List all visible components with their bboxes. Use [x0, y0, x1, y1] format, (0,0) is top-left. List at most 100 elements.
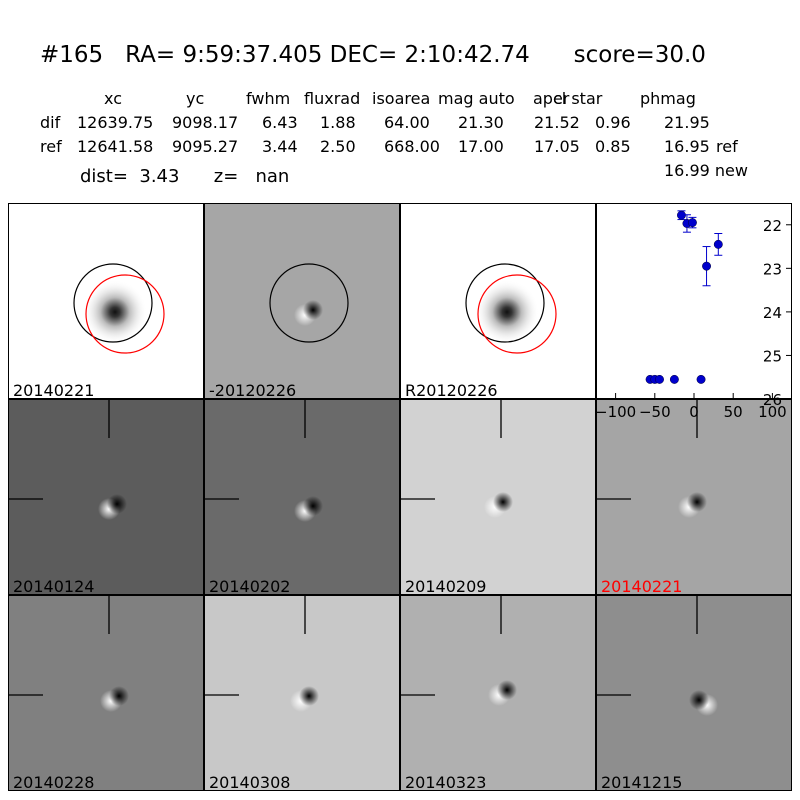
x-tick-label: −50: [639, 403, 671, 421]
data-point: [696, 374, 706, 384]
stamp-panel-image: [401, 400, 513, 518]
dipole-negative: [497, 680, 517, 700]
dipole-negative: [299, 686, 319, 706]
cutout-panel: -20120226: [204, 203, 400, 399]
stamp-panel-image: [9, 400, 127, 520]
row-value: 9095.27: [172, 137, 239, 156]
x-tick-label: 0: [689, 403, 699, 421]
row-value: 0.96: [595, 113, 631, 132]
stamp-panel: 20140202: [204, 399, 400, 595]
dipole-negative: [107, 494, 127, 514]
stamp-panel-image: [401, 596, 517, 706]
panel-date-label: 20140202: [209, 577, 291, 595]
row-value: 17.00: [458, 137, 504, 156]
column-header: yc: [186, 89, 205, 108]
dist-z-line: dist= 3.43 z= nan: [80, 166, 290, 187]
stamp-panel: 20140228: [8, 595, 204, 791]
dipole-negative: [109, 686, 129, 706]
dipole-negative: [303, 300, 323, 320]
row-value: 668.00: [384, 137, 440, 156]
light-curve-chart: 22 23 24 25 26 −100 −50 0 50 100: [595, 203, 792, 421]
panel-date-label: R20120226: [405, 381, 498, 399]
column-header: mag auto: [438, 89, 515, 108]
dipole-negative: [687, 492, 707, 512]
panel-date-label: 20141215: [601, 773, 683, 791]
aperture-circle: [465, 263, 545, 343]
dipole-negative: [493, 492, 513, 512]
panel-date-label: 20140228: [13, 773, 95, 791]
stamp-panel: 20140308: [204, 595, 400, 791]
stamp-panel: 20140221: [596, 399, 792, 595]
y-tick-label: 22: [763, 217, 782, 235]
row-value: 6.43: [262, 113, 298, 132]
row-value: 17.05: [534, 137, 580, 156]
row-value: 12639.75: [77, 113, 154, 132]
data-point: [687, 218, 697, 228]
y-tick-label: 23: [763, 260, 782, 278]
panel-date-label: 20140221: [601, 577, 683, 595]
row-value: 21.52: [534, 113, 580, 132]
dipole-negative: [303, 496, 323, 516]
stamp-panel: 20141215: [596, 595, 792, 791]
cutout-panel-image: [73, 263, 165, 354]
data-point: [655, 374, 664, 384]
cutout-panel-image: [465, 263, 557, 354]
data-point: [702, 261, 711, 271]
row-value: 64.00: [384, 113, 430, 132]
new-mag: 16.99 new: [664, 161, 748, 180]
panel-date-label: 20140124: [13, 577, 95, 595]
row-value: 2.50: [320, 137, 356, 156]
panel-date-label: 20140209: [405, 577, 487, 595]
data-point: [713, 239, 723, 249]
stamp-panel: 20140323: [400, 595, 596, 791]
aperture-circle: [269, 263, 349, 343]
row-label: dif: [40, 113, 61, 132]
column-header: fluxrad: [304, 89, 361, 108]
chart-frame: [596, 203, 792, 399]
row-value: 12641.58: [77, 137, 154, 156]
row-value: 21.30: [458, 113, 504, 132]
cutout-panel: 20140221: [8, 203, 204, 399]
x-tick-label: 50: [724, 403, 743, 421]
row-value: 16.95: [664, 137, 710, 156]
star-blob: [475, 280, 539, 344]
aperture-circle: [73, 263, 153, 343]
stamp-panel: 20140209: [400, 399, 596, 595]
x-tick-label: −100: [596, 403, 636, 421]
panel-date-label: 20140308: [209, 773, 291, 791]
light-curve-svg: 22 23 24 25 26 −100 −50 0 50 100: [595, 203, 792, 421]
stamp-panel-image: [9, 596, 129, 712]
row-value: 0.85: [595, 137, 631, 156]
stamp-panel-image: [205, 596, 319, 712]
y-tick-label: 25: [763, 347, 782, 365]
star-blob: [83, 280, 147, 344]
reference-circle: [477, 274, 557, 354]
reference-circle: [85, 274, 165, 354]
column-header: phmag: [640, 89, 696, 108]
stamp-panel-image: [597, 596, 718, 716]
stamp-panel: 20140124: [8, 399, 204, 595]
column-header: fwhm: [246, 89, 291, 108]
stamp-panel-image: [205, 400, 323, 522]
x-tick-label: 100: [758, 403, 787, 421]
panel-date-label: -20120226: [209, 381, 297, 399]
data-point: [669, 374, 679, 384]
panel-date-label: 20140221: [13, 381, 95, 399]
dipole-negative: [689, 690, 709, 710]
candidate-title: #165 RA= 9:59:37.405 DEC= 2:10:42.74 sco…: [40, 42, 706, 68]
panel-date-label: 20140323: [405, 773, 487, 791]
stamp-panel-image: [597, 400, 707, 518]
row-value: 1.88: [320, 113, 356, 132]
column-header: isoarea: [372, 89, 431, 108]
y-tick-label: 26: [763, 391, 782, 409]
column-header: cl star: [553, 89, 603, 108]
cutout-panel-image: [269, 263, 349, 343]
column-header: xc: [104, 89, 122, 108]
y-tick-label: 24: [763, 304, 782, 322]
cutout-panel: R20120226: [400, 203, 596, 399]
column-header: aper: [533, 89, 570, 108]
row-label: ref: [40, 137, 62, 156]
row-suffix: ref: [716, 137, 738, 156]
row-value: 9098.17: [172, 113, 239, 132]
row-value: 3.44: [262, 137, 298, 156]
